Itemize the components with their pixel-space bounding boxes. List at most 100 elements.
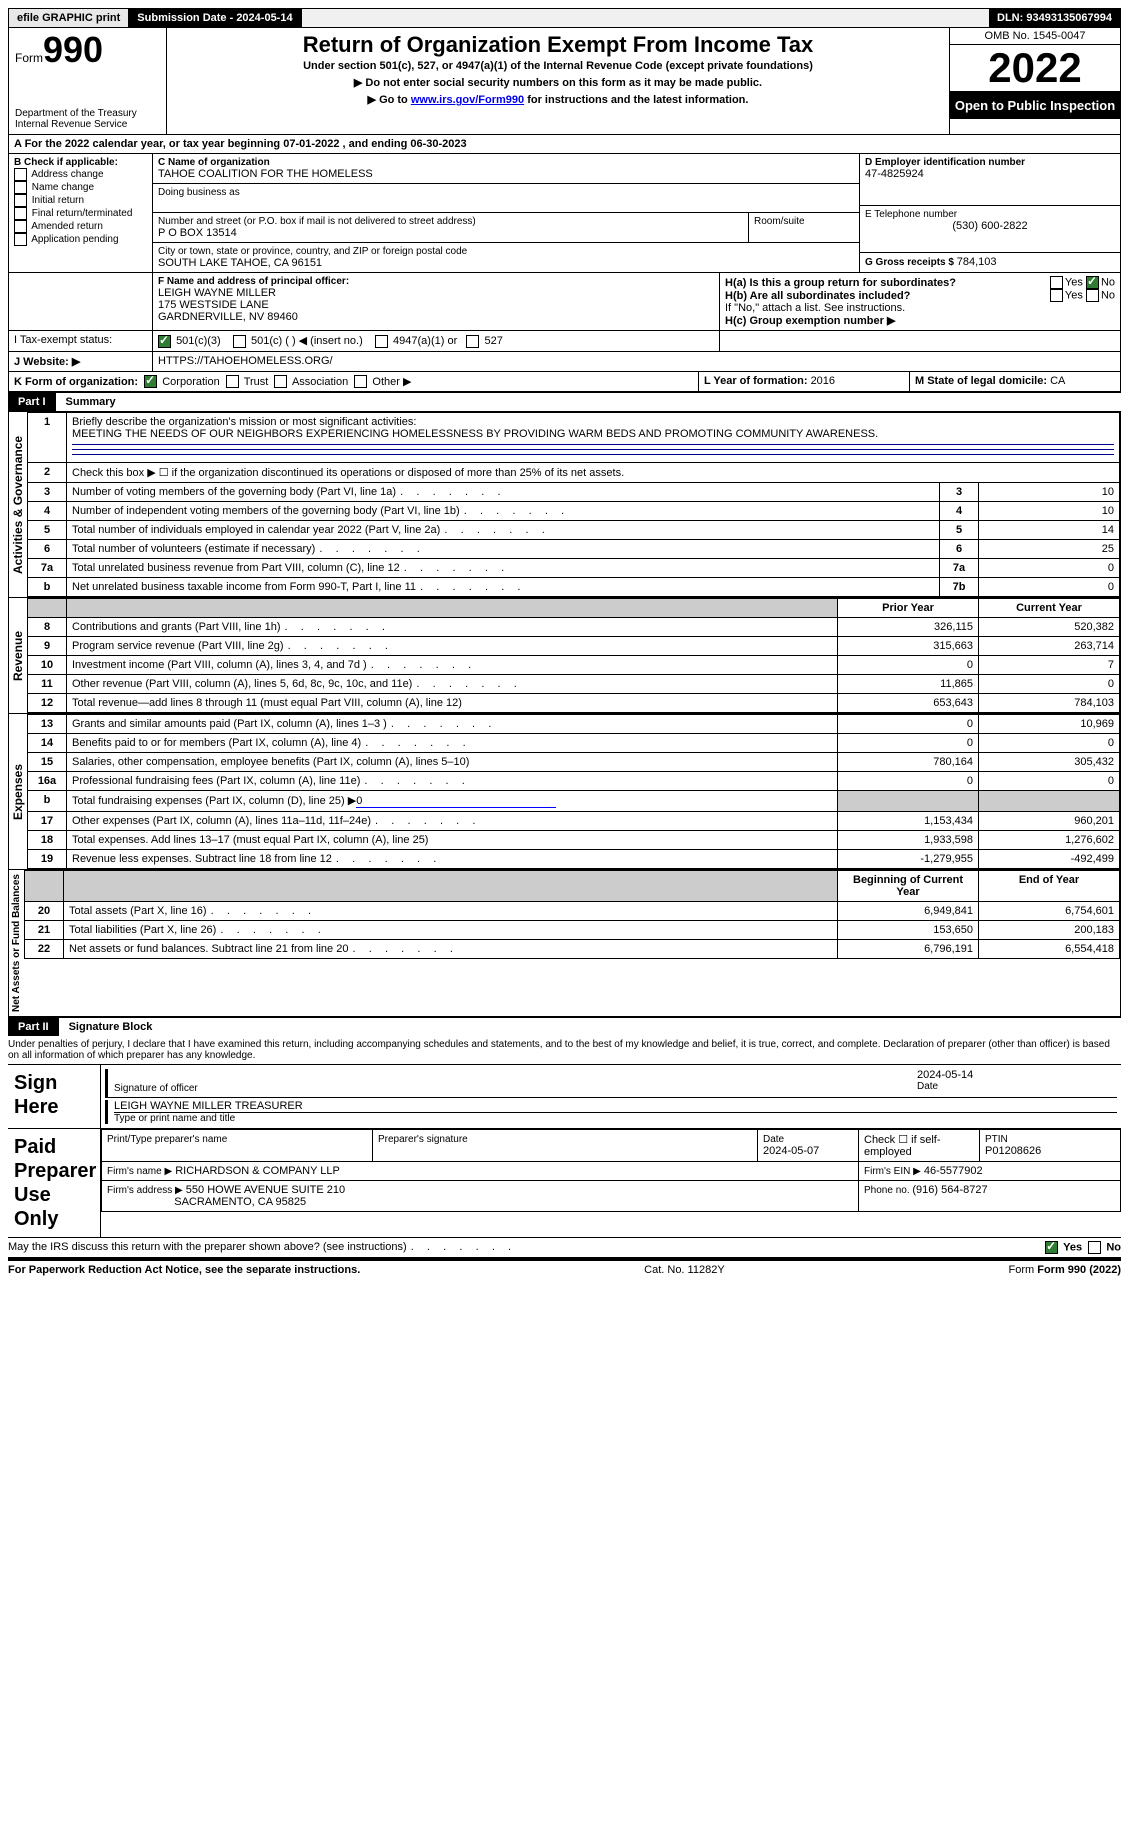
hb-no-checkbox[interactable] (1086, 289, 1099, 302)
val-7b: 0 (979, 578, 1120, 597)
g-label: G Gross receipts $ (865, 257, 957, 268)
website-row: J Website: ▶ HTTPS://TAHOEHOMELESS.ORG/ (8, 352, 1121, 372)
sig-date: 2024-05-14 (917, 1069, 1117, 1081)
initial-return-checkbox[interactable] (14, 194, 27, 207)
curr-19: -492,499 (979, 850, 1120, 869)
irs-label: Internal Revenue Service (15, 119, 160, 130)
officer-city: GARDNERVILLE, NV 89460 (158, 311, 714, 323)
end-22: 6,554,418 (979, 940, 1120, 959)
street-label: Number and street (or P.O. box if mail i… (158, 216, 743, 227)
street: P O BOX 13514 (158, 227, 743, 239)
val-4: 10 (979, 502, 1120, 521)
corporation-checkbox[interactable] (144, 375, 157, 388)
discuss-yes-checkbox[interactable] (1045, 1241, 1058, 1254)
gross-receipts: 784,103 (957, 256, 997, 268)
ha-label: H(a) Is this a group return for subordin… (725, 277, 956, 289)
ptin: P01208626 (985, 1145, 1041, 1157)
curr-16a: 0 (979, 772, 1120, 791)
e-label: E Telephone number (865, 209, 1115, 220)
curr-13: 10,969 (979, 715, 1120, 734)
ssn-note: Do not enter social security numbers on … (171, 76, 945, 89)
form-header: Form990 Department of the Treasury Inter… (8, 28, 1121, 135)
501c3-checkbox[interactable] (158, 335, 171, 348)
prior-11: 11,865 (838, 675, 979, 694)
prior-15: 780,164 (838, 753, 979, 772)
paid-preparer-block: Paid Preparer Use Only Print/Type prepar… (8, 1129, 1121, 1238)
ha-no-checkbox[interactable] (1086, 276, 1099, 289)
begin-22: 6,796,191 (838, 940, 979, 959)
return-title: Return of Organization Exempt From Incom… (171, 32, 945, 58)
curr-18: 1,276,602 (979, 831, 1120, 850)
city: SOUTH LAKE TAHOE, CA 96151 (158, 257, 854, 269)
name-change-checkbox[interactable] (14, 181, 27, 194)
org-name: TAHOE COALITION FOR THE HOMELESS (158, 168, 854, 180)
form-prefix: Form (15, 51, 43, 65)
officer-street: 175 WESTSIDE LANE (158, 299, 714, 311)
penalty-statement: Under penalties of perjury, I declare th… (8, 1036, 1121, 1065)
sign-here-block: Sign Here Signature of officer 2024-05-1… (8, 1065, 1121, 1129)
final-return-checkbox[interactable] (14, 207, 27, 220)
curr-9: 263,714 (979, 637, 1120, 656)
firm-name: RICHARDSON & COMPANY LLP (175, 1165, 340, 1177)
open-to-public: Open to Public Inspection (950, 92, 1120, 119)
curr-8: 520,382 (979, 618, 1120, 637)
hb-yes-checkbox[interactable] (1050, 289, 1063, 302)
irs-link[interactable]: www.irs.gov/Form990 (411, 94, 524, 106)
amended-return-checkbox[interactable] (14, 220, 27, 233)
dln: DLN: 93493135067994 (989, 9, 1120, 27)
firm-phone: (916) 564-8727 (912, 1184, 987, 1196)
firm-ein: 46-5577902 (924, 1165, 983, 1177)
4947-checkbox[interactable] (375, 335, 388, 348)
type-name-label: Type or print name and title (114, 1112, 1117, 1124)
officer-name: LEIGH WAYNE MILLER (158, 287, 714, 299)
phone: (530) 600-2822 (865, 220, 1115, 232)
val-7a: 0 (979, 559, 1120, 578)
association-checkbox[interactable] (274, 375, 287, 388)
d-label: D Employer identification number (865, 157, 1115, 168)
dept-treasury: Department of the Treasury (15, 108, 160, 119)
entity-block: B Check if applicable: Address change Na… (8, 154, 1121, 273)
curr-14: 0 (979, 734, 1120, 753)
dba-label: Doing business as (158, 187, 854, 198)
state-domicile: CA (1050, 375, 1065, 387)
prior-16a: 0 (838, 772, 979, 791)
prior-18: 1,933,598 (838, 831, 979, 850)
tab-revenue: Revenue (9, 598, 27, 713)
application-pending-checkbox[interactable] (14, 233, 27, 246)
c-name-label: C Name of organization (158, 157, 854, 168)
end-20: 6,754,601 (979, 902, 1120, 921)
curr-17: 960,201 (979, 812, 1120, 831)
f-label: F Name and address of principal officer: (158, 276, 714, 287)
527-checkbox[interactable] (466, 335, 479, 348)
trust-checkbox[interactable] (226, 375, 239, 388)
b-label: B Check if applicable: (14, 157, 147, 168)
city-label: City or town, state or province, country… (158, 246, 854, 257)
part1-header: Part I Summary (8, 392, 1121, 411)
part2-header: Part II Signature Block (8, 1017, 1121, 1036)
prior-14: 0 (838, 734, 979, 753)
ein: 47-4825924 (865, 168, 1115, 180)
prep-date: 2024-05-07 (763, 1145, 819, 1157)
line-2: Check this box ▶ ☐ if the organization d… (67, 463, 1120, 483)
org-form-row: K Form of organization: Corporation Trus… (8, 372, 1121, 393)
firm-addr2: SACRAMENTO, CA 95825 (174, 1196, 306, 1208)
address-change-checkbox[interactable] (14, 168, 27, 181)
prior-13: 0 (838, 715, 979, 734)
other-checkbox[interactable] (354, 375, 367, 388)
year-formation: 2016 (811, 375, 835, 387)
prior-8: 326,115 (838, 618, 979, 637)
val-6: 25 (979, 540, 1120, 559)
discuss-row: May the IRS discuss this return with the… (8, 1238, 1121, 1259)
tab-activities-governance: Activities & Governance (9, 412, 27, 597)
prior-10: 0 (838, 656, 979, 675)
form-number: 990 (43, 29, 103, 70)
discuss-no-checkbox[interactable] (1088, 1241, 1101, 1254)
ha-yes-checkbox[interactable] (1050, 276, 1063, 289)
501c-checkbox[interactable] (233, 335, 246, 348)
efile-print-button[interactable]: efile GRAPHIC print (9, 9, 129, 27)
topbar: efile GRAPHIC print Submission Date - 20… (8, 8, 1121, 28)
tax-year: 2022 (950, 45, 1120, 92)
firm-addr1: 550 HOWE AVENUE SUITE 210 (186, 1184, 345, 1196)
hb-label: H(b) Are all subordinates included? (725, 290, 910, 302)
return-subtitle: Under section 501(c), 527, or 4947(a)(1)… (171, 60, 945, 72)
